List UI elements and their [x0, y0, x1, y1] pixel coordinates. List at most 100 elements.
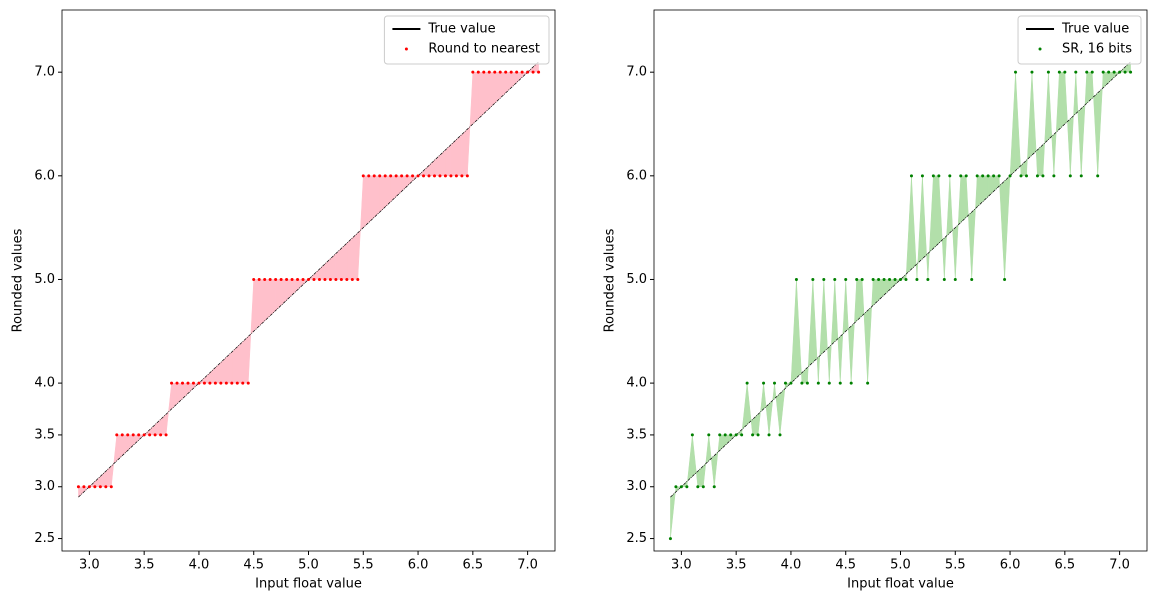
- data-point: [537, 70, 541, 74]
- data-point: [109, 485, 113, 489]
- data-point: [953, 277, 957, 281]
- fill-between: [149, 423, 156, 436]
- data-point: [1112, 70, 1116, 74]
- fill-between: [763, 383, 770, 435]
- fill-between: [955, 175, 962, 280]
- data-point: [920, 174, 924, 178]
- fill-between: [861, 279, 868, 384]
- fill-between: [280, 279, 287, 306]
- data-point: [931, 174, 935, 178]
- data-point: [1035, 174, 1039, 178]
- x-tick-label: 5.5: [945, 558, 966, 573]
- x-tick-label: 4.5: [835, 558, 856, 573]
- fill-between: [1026, 72, 1033, 176]
- x-tick-label: 3.0: [671, 558, 692, 573]
- data-point: [356, 277, 360, 281]
- data-point: [257, 277, 261, 281]
- legend-label: True value: [1061, 22, 1129, 37]
- data-point: [1030, 70, 1034, 74]
- data-point: [800, 381, 804, 385]
- legend-marker: [404, 47, 408, 51]
- data-point: [1008, 174, 1012, 178]
- data-point: [307, 277, 310, 281]
- data-point: [350, 277, 354, 281]
- data-point: [378, 174, 382, 178]
- fill-between: [719, 434, 726, 452]
- data-point: [997, 174, 1001, 178]
- data-point: [224, 381, 228, 385]
- data-point: [915, 277, 919, 281]
- x-tick-label: 6.0: [1000, 558, 1021, 573]
- data-point: [438, 174, 442, 178]
- fill-between: [324, 258, 331, 280]
- fill-between: [938, 175, 945, 280]
- data-point: [296, 277, 300, 281]
- data-point: [1118, 70, 1122, 74]
- fill-between: [774, 383, 781, 435]
- data-point: [531, 70, 535, 74]
- legend: True value Round to nearest: [383, 15, 550, 65]
- fill-between: [1064, 72, 1071, 176]
- data-point: [970, 277, 974, 281]
- data-point: [432, 174, 436, 178]
- data-point: [690, 433, 694, 437]
- fill-between: [905, 175, 912, 280]
- data-point: [334, 277, 338, 281]
- fill-between: [483, 71, 490, 115]
- data-point: [241, 381, 245, 385]
- y-tick-label: 4.0: [626, 376, 647, 391]
- fill-between: [78, 486, 85, 498]
- fill-between: [242, 335, 249, 384]
- fill-between: [1053, 72, 1060, 176]
- x-tick-label: 4.5: [243, 558, 264, 573]
- fill-between: [1048, 72, 1055, 176]
- fill-between: [823, 279, 830, 384]
- fill-between: [379, 175, 386, 213]
- y-tick-label: 3.0: [626, 479, 647, 494]
- fill-between: [160, 413, 167, 436]
- fill-between: [499, 71, 506, 99]
- data-point: [246, 381, 250, 385]
- data-point: [909, 174, 913, 178]
- data-point: [964, 174, 968, 178]
- fill-between: [516, 71, 523, 84]
- fill-between: [291, 279, 298, 296]
- data-point: [986, 174, 990, 178]
- y-tick-label: 3.0: [34, 479, 55, 494]
- x-tick-label: 4.0: [189, 558, 210, 573]
- legend-marker: [1038, 47, 1042, 51]
- data-point: [120, 433, 124, 437]
- data-point: [213, 381, 217, 385]
- data-point: [274, 277, 278, 281]
- data-point: [734, 433, 738, 437]
- data-point: [1019, 174, 1023, 178]
- fill-between: [670, 486, 677, 539]
- data-point: [718, 433, 722, 437]
- data-point: [674, 485, 678, 489]
- data-point: [317, 277, 321, 281]
- data-point: [427, 174, 431, 178]
- data-point: [87, 485, 91, 489]
- fill-between: [187, 382, 194, 395]
- data-point: [186, 381, 190, 385]
- fill-between: [269, 279, 276, 317]
- fill-between: [373, 175, 380, 218]
- x-tick-label: 6.5: [462, 558, 483, 573]
- fill-between: [297, 279, 304, 291]
- fill-between: [494, 71, 501, 104]
- data-point: [1046, 70, 1050, 74]
- x-tick-label: 3.5: [726, 558, 747, 573]
- fill-between: [927, 175, 934, 280]
- data-point: [465, 174, 469, 178]
- legend-label: SR, 16 bits: [1062, 42, 1132, 57]
- data-point: [948, 174, 952, 178]
- fill-between: [116, 434, 123, 462]
- fill-between: [757, 383, 764, 435]
- data-point: [312, 277, 316, 281]
- fill-between: [439, 149, 446, 177]
- fill-between: [390, 175, 397, 203]
- data-point: [1123, 70, 1127, 74]
- data-point: [487, 70, 491, 74]
- fill-between: [122, 434, 128, 457]
- fill-between: [944, 175, 951, 280]
